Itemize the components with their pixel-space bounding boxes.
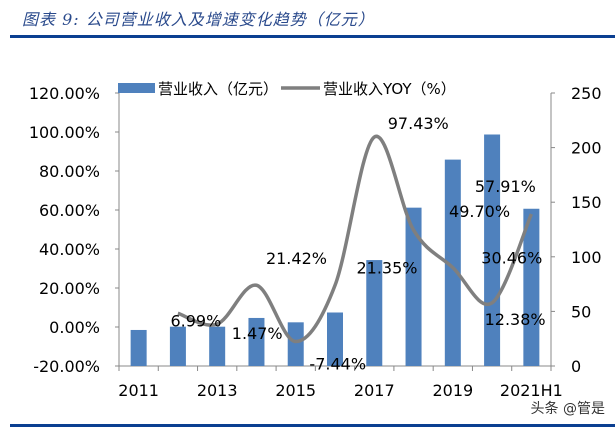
bar-2017: [366, 260, 383, 366]
left-tick-label: 0.00%: [49, 318, 100, 337]
legend-line-label: 营业收入YOY（%）: [323, 80, 456, 98]
right-tick-label: 100: [571, 248, 602, 267]
watermark: 头条 @管是: [530, 401, 605, 417]
x-tick-label: 2019: [432, 381, 473, 400]
bar-2014: [248, 317, 265, 366]
data-label: 49.70%: [449, 202, 510, 221]
bar-2011: [130, 329, 147, 366]
x-tick-label: 2015: [275, 381, 316, 400]
bar-2016: [327, 312, 343, 366]
footer-rule: [10, 424, 615, 427]
data-label: 30.46%: [481, 249, 542, 268]
left-tick-label: 80.00%: [39, 162, 100, 181]
data-label: 21.35%: [356, 258, 417, 277]
left-tick-label: -20.00%: [33, 357, 100, 376]
right-tick-label: 200: [571, 139, 602, 158]
legend-bar-swatch: [118, 83, 155, 93]
data-label: 21.42%: [266, 249, 327, 268]
left-tick-label: 20.00%: [39, 279, 100, 298]
title-rule: [10, 35, 615, 38]
right-tick-label: 150: [571, 193, 602, 212]
data-label: 97.43%: [388, 114, 449, 133]
data-label: 6.99%: [170, 311, 221, 330]
yoy-line: [177, 134, 533, 344]
bar-2013: [209, 326, 226, 366]
left-tick-label: 40.00%: [39, 240, 100, 259]
legend-bar-label: 营业收入（亿元）: [158, 80, 278, 98]
data-label: -7.44%: [309, 355, 366, 374]
data-label: 12.38%: [485, 310, 546, 329]
bar-2015: [287, 322, 304, 366]
bar-2012: [169, 326, 186, 366]
bar-2021H1: [523, 208, 540, 366]
left-tick-label: 100.00%: [29, 123, 100, 142]
left-tick-label: 120.00%: [29, 84, 100, 103]
bar-2019: [444, 159, 461, 366]
bar-2020: [484, 134, 501, 366]
figure-title: 图表 9: 公司营业收入及增速变化趋势（亿元）: [22, 10, 375, 29]
right-tick-label: 250: [571, 84, 602, 103]
x-tick-label: 2013: [197, 381, 238, 400]
data-label: 1.47%: [232, 324, 283, 343]
x-tick-label: 2017: [354, 381, 395, 400]
bar-2018: [405, 207, 422, 366]
right-tick-label: 0: [571, 357, 581, 376]
data-label: 57.91%: [475, 177, 536, 196]
x-tick-label: 2021H1: [500, 381, 563, 400]
right-tick-label: 50: [571, 302, 591, 321]
left-tick-label: 60.00%: [39, 201, 100, 220]
x-tick-label: 2011: [118, 381, 159, 400]
